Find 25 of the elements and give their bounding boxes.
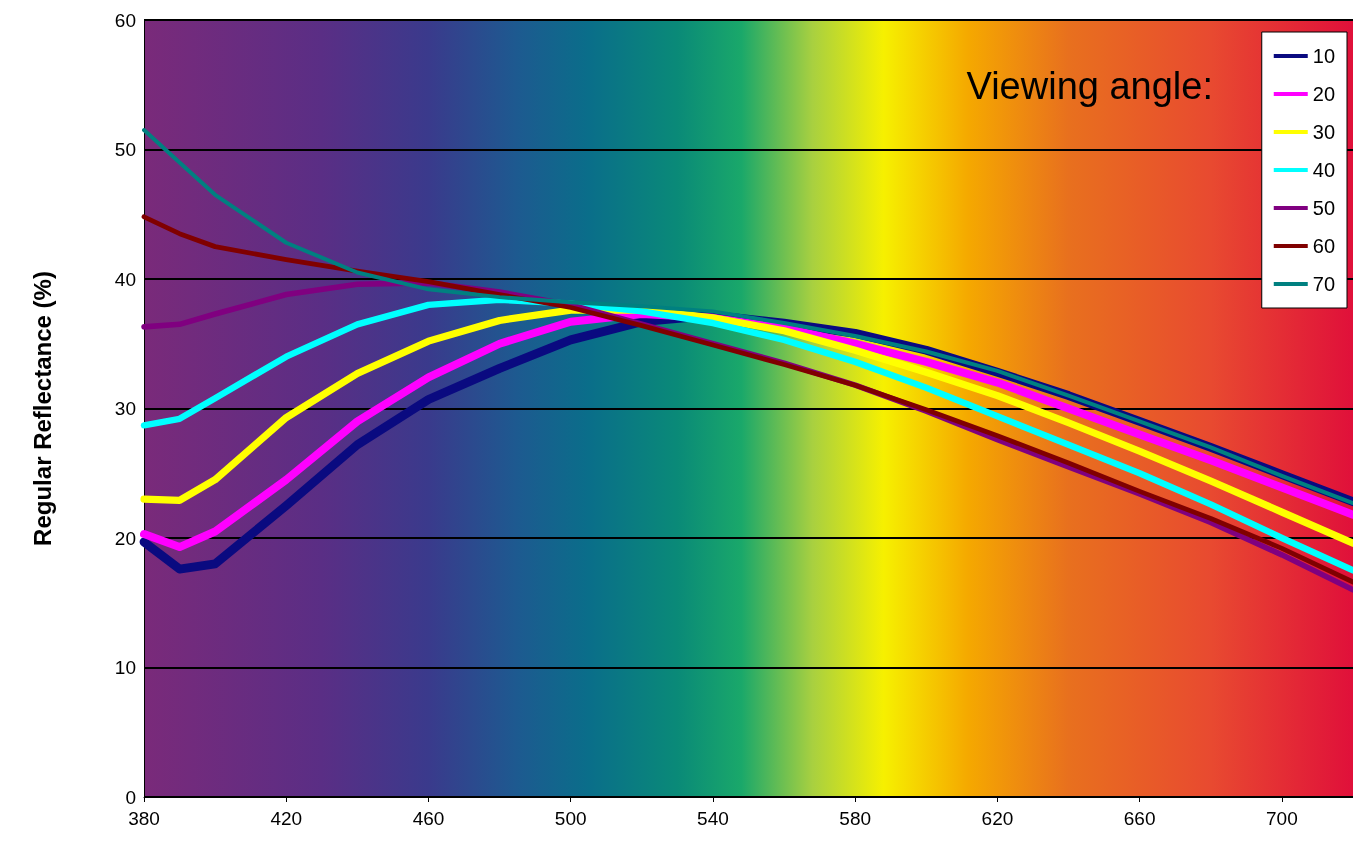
legend-label: 70 (1312, 273, 1335, 295)
legend-label: 60 (1312, 235, 1335, 257)
y-tick-label: 30 (114, 398, 136, 419)
x-tick-label: 460 (412, 808, 445, 829)
x-tick-label: 620 (981, 808, 1014, 829)
legend-title: Viewing angle: (966, 65, 1213, 107)
y-axis-title: Regular Reflectance (%) (28, 271, 56, 546)
legend-label: 20 (1312, 83, 1335, 105)
y-tick-label: 20 (114, 527, 136, 549)
legend-label: 10 (1312, 45, 1335, 67)
x-tick-label: 580 (839, 808, 872, 829)
x-tick-label: 660 (1123, 808, 1156, 829)
y-tick-label: 0 (125, 786, 136, 808)
x-tick-label: 540 (697, 808, 729, 829)
x-tick-label: 500 (554, 808, 587, 829)
legend-label: 40 (1312, 159, 1335, 181)
x-tick-label: 420 (270, 808, 303, 829)
legend-label: 30 (1312, 121, 1335, 143)
x-tick-label: 700 (1266, 808, 1298, 829)
y-tick-label: 10 (114, 657, 136, 678)
y-tick-label: 50 (114, 139, 136, 160)
y-tick-label: 60 (114, 9, 136, 31)
y-tick-label: 40 (114, 268, 136, 290)
x-tick-label: 380 (128, 808, 160, 829)
legend-label: 50 (1312, 197, 1335, 219)
